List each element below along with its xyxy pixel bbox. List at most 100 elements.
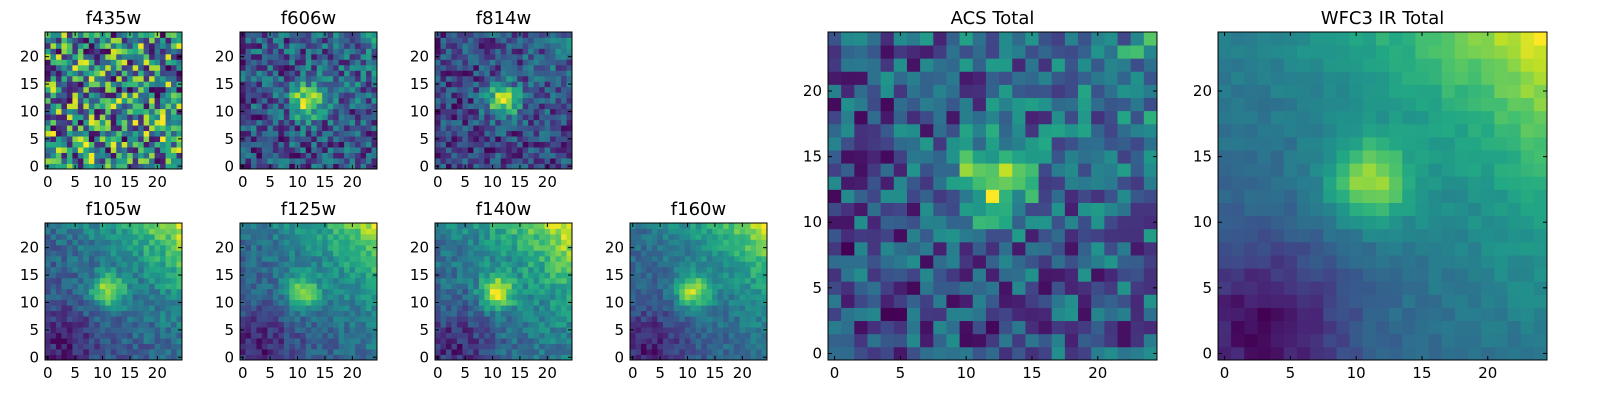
heatmap-cell <box>522 114 529 121</box>
heatmap-cell <box>132 233 139 240</box>
heatmap-cell <box>366 81 372 88</box>
heatmap-cell <box>176 338 183 344</box>
heatmap-cell <box>94 223 101 229</box>
heatmap-cell <box>327 316 334 323</box>
heatmap-cell <box>451 97 458 104</box>
heatmap-cell <box>478 261 485 268</box>
heatmap-cell <box>171 354 177 361</box>
heatmap-cell <box>333 141 340 148</box>
heatmap-cell <box>261 250 268 257</box>
heatmap-cell <box>484 86 491 93</box>
heatmap-cell <box>143 59 150 66</box>
heatmap-cell <box>261 288 268 295</box>
heatmap-cell <box>841 255 855 269</box>
heatmap-cell <box>566 338 573 344</box>
heatmap-cell <box>338 310 345 317</box>
heatmap-cell <box>690 277 697 284</box>
heatmap-cell <box>311 37 318 44</box>
heatmap-cell <box>435 233 441 240</box>
heatmap-cell <box>500 125 507 132</box>
heatmap-cell <box>245 349 252 355</box>
heatmap-cell <box>240 48 246 55</box>
heatmap-cell <box>489 228 496 235</box>
heatmap-cell <box>728 228 735 235</box>
heatmap-cell <box>289 294 296 301</box>
heatmap-cell <box>256 92 263 99</box>
heatmap-cell <box>478 141 485 148</box>
heatmap-cell <box>566 283 573 290</box>
heatmap-cell <box>327 332 334 339</box>
heatmap-cell <box>294 228 301 235</box>
heatmap-cell <box>110 277 117 284</box>
heatmap-cell <box>289 108 296 115</box>
heatmap-cell <box>165 37 172 44</box>
heatmap-cell <box>517 119 524 126</box>
heatmap-cell <box>344 70 350 77</box>
heatmap-cell <box>1117 333 1132 348</box>
heatmap-cell <box>489 283 496 290</box>
heatmap-cell <box>66 119 73 126</box>
heatmap-cell <box>761 316 768 323</box>
heatmap-cell <box>300 114 307 121</box>
heatmap-cell <box>489 305 496 312</box>
heatmap-cell <box>495 152 502 159</box>
heatmap-cell <box>316 37 323 44</box>
heatmap-cell <box>366 250 372 257</box>
heatmap-cell <box>55 288 62 295</box>
heatmap-cell <box>311 228 318 235</box>
heatmap-cell <box>706 261 713 268</box>
heatmap-cell <box>261 136 268 142</box>
heatmap-cell <box>561 147 567 153</box>
heatmap-cell <box>635 223 642 229</box>
heatmap-cell <box>456 70 463 77</box>
heatmap-cell <box>311 86 318 93</box>
heatmap-cell <box>1064 333 1079 348</box>
heatmap-cell <box>484 119 491 126</box>
heatmap-cell <box>517 130 524 137</box>
heatmap-cell <box>750 250 757 257</box>
heatmap-cell <box>679 343 686 350</box>
heatmap-cell <box>880 202 895 217</box>
heatmap-cell <box>506 37 513 44</box>
heatmap-cell <box>445 228 452 235</box>
heatmap-cell <box>171 299 177 306</box>
heatmap-cell <box>127 97 134 104</box>
heatmap-cell <box>333 81 340 88</box>
heatmap-cell <box>149 163 155 170</box>
heatmap-cell <box>451 255 458 262</box>
heatmap-cell <box>673 310 680 317</box>
heatmap-cell <box>50 64 57 71</box>
heatmap-cell <box>245 255 252 262</box>
heatmap-cell <box>478 125 485 132</box>
heatmap-cell <box>294 250 301 257</box>
heatmap-cell <box>300 299 307 306</box>
heatmap-cell <box>256 338 263 344</box>
heatmap-cell <box>55 97 62 104</box>
heatmap-cell <box>360 261 367 268</box>
y-tick-label: 5 <box>614 321 624 339</box>
heatmap-cell <box>127 299 134 306</box>
heatmap-cell <box>143 42 150 49</box>
heatmap-cell <box>440 277 447 284</box>
heatmap-cell <box>668 332 675 339</box>
heatmap-cell <box>462 103 469 110</box>
heatmap-cell <box>360 233 367 240</box>
heatmap-cell <box>366 349 372 355</box>
heatmap-cell <box>272 266 279 273</box>
heatmap-cell <box>756 299 762 306</box>
heatmap-cell <box>517 233 524 240</box>
heatmap-cell <box>50 75 57 82</box>
heatmap-cell <box>99 288 106 295</box>
heatmap-cell <box>750 228 757 235</box>
heatmap-cell <box>972 202 987 217</box>
heatmap-cell <box>165 283 172 290</box>
heatmap-cell <box>489 37 496 44</box>
heatmap-cell <box>149 130 155 137</box>
heatmap-cell <box>245 327 252 333</box>
heatmap-cell <box>171 321 177 328</box>
heatmap-cell <box>333 294 340 301</box>
heatmap-cell <box>506 114 513 121</box>
heatmap-cell <box>289 354 296 361</box>
heatmap-cell <box>566 125 573 132</box>
heatmap-cell <box>555 59 562 66</box>
